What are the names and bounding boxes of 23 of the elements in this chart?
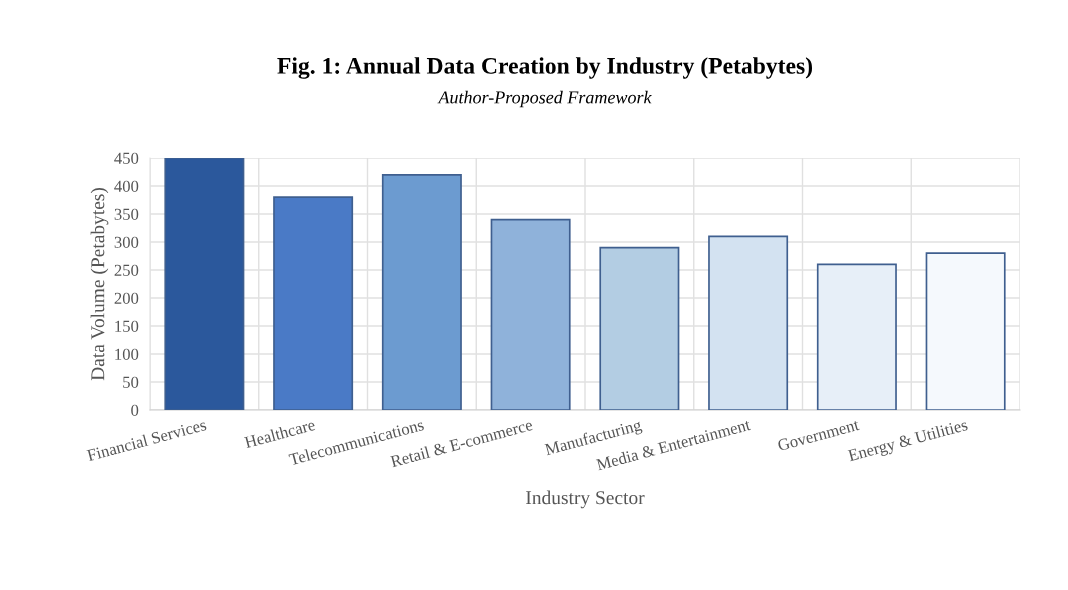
bar <box>164 158 245 410</box>
bar <box>599 246 680 410</box>
bar <box>490 218 571 410</box>
y-tick-label: 100 <box>115 348 139 360</box>
y-tick-label: 150 <box>115 320 139 332</box>
y-axis-title: Data Volume (Petabytes) <box>90 188 109 381</box>
x-tick-label: Financial Services <box>86 418 207 462</box>
bar <box>381 173 462 410</box>
y-tick-label: 200 <box>114 292 139 304</box>
y-tick-label: 450 <box>114 152 139 164</box>
bar <box>273 196 354 410</box>
y-tick-label: 300 <box>114 236 139 248</box>
bar <box>708 235 789 410</box>
x-axis-title: Industry Sector <box>526 490 645 509</box>
chart-subtitle: Author-Proposed Framework <box>437 90 652 108</box>
y-tick-label: 50 <box>123 376 139 388</box>
y-tick-label: 400 <box>114 180 139 192</box>
bar <box>925 252 1006 410</box>
y-tick-label: 350 <box>114 208 139 220</box>
y-tick-label: 0 <box>131 404 139 416</box>
y-tick-label: 250 <box>114 264 139 276</box>
chart-title: Fig. 1: Annual Data Creation by Industry (Petabytes) <box>277 57 813 79</box>
bar <box>816 263 897 410</box>
